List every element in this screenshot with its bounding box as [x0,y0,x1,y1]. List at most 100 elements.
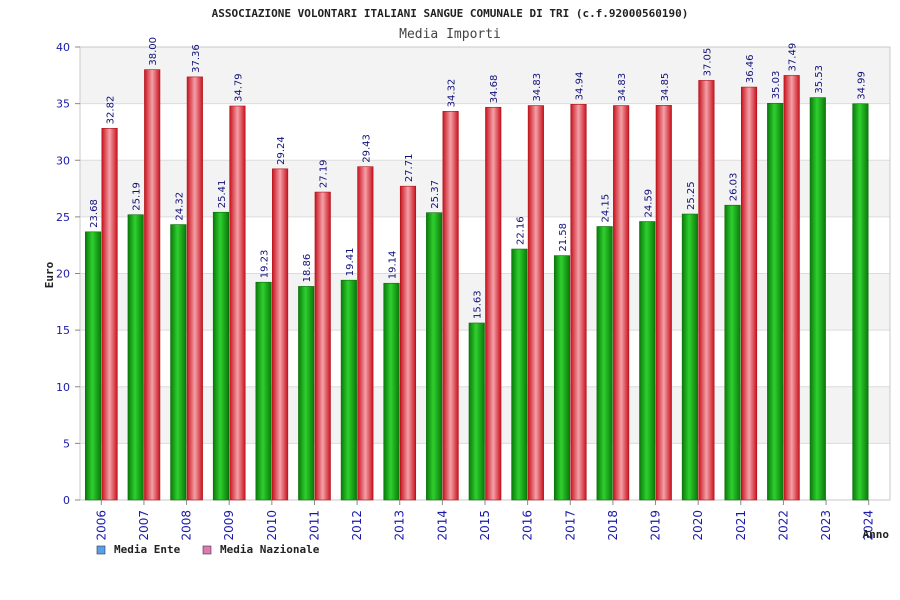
x-tick-label: 2008 [180,510,194,541]
x-tick-label: 2016 [521,510,535,541]
data-label: 26.03 [729,173,740,202]
x-tick-label: 2012 [350,510,364,541]
bar-media-ente [170,224,187,501]
data-label: 29.43 [361,134,372,163]
chart-subtitle: Media Importi [399,27,501,42]
data-label: 19.23 [260,250,271,279]
data-label: 37.05 [702,48,713,77]
data-label: 19.14 [387,251,398,280]
data-label: 25.25 [686,181,697,210]
data-label: 34.85 [660,73,671,102]
x-tick-label: 2011 [307,510,321,541]
legend-swatch-media-nazionale [202,545,212,555]
x-tick-label: 2006 [94,510,108,541]
bar-media-ente [724,204,741,501]
data-label: 18.86 [302,254,313,283]
data-label: 15.63 [473,290,484,319]
bar-media-nazionale [485,106,502,501]
y-tick-label: 25 [56,211,70,224]
data-label: 19.41 [345,248,356,277]
y-tick-label: 10 [56,381,70,394]
data-label: 34.32 [447,79,458,108]
bar-media-nazionale [655,105,672,501]
x-tick-label: 2013 [393,510,407,541]
data-label: 35.03 [771,71,782,100]
bar-media-ente [639,221,656,501]
legend-swatch-media-ente [96,545,106,555]
y-tick-label: 20 [56,268,70,281]
bar-media-nazionale [698,80,715,501]
data-label: 36.46 [745,54,756,83]
x-tick-label: 2017 [563,510,577,541]
data-label: 32.82 [106,96,117,125]
bar-media-nazionale [442,111,459,501]
x-tick-label: 2022 [776,510,790,541]
data-label: 27.19 [319,159,330,188]
x-axis-label: Anno [863,528,890,541]
bar-media-ente [553,255,571,501]
axes [75,46,891,505]
data-label: 24.15 [601,194,612,223]
x-tick-label: 2009 [222,510,236,541]
data-label: 34.94 [575,72,586,101]
bar-media-ente [852,103,869,501]
bar-media-nazionale [144,69,161,501]
y-tick-label: 15 [56,324,70,337]
bar-media-nazionale [783,75,800,501]
data-label: 27.71 [404,154,415,183]
bar-media-ente [468,322,485,501]
data-label: 34.99 [856,71,867,100]
bar-media-nazionale [186,76,203,501]
bar-media-nazionale [101,128,118,501]
bar-media-ente [212,211,230,501]
data-label: 34.79 [233,73,244,102]
y-tick-label: 40 [56,41,70,54]
bar-media-nazionale [314,191,331,501]
legend-label-media-ente: Media Ente [114,543,181,556]
x-tick-labels: 2006 2007 2008 2009 2010 2011 2012 2013 2014 2015… [94,510,875,541]
data-label: 34.83 [617,73,628,102]
bar-media-ente [340,279,357,501]
x-tick-label: 2021 [734,510,748,541]
x-tick-label: 2024 [862,510,876,541]
bar-media-nazionale [357,166,374,501]
bar-media-ente [255,281,272,501]
data-label: 25.41 [217,180,228,209]
y-tick-label: 30 [56,154,70,167]
bar-media-ente [809,97,826,501]
data-label: 25.19 [132,182,143,211]
legend: Media Ente Media Nazionale [96,543,320,556]
bar-media-ente [127,214,144,501]
data-labels: 23.68 32.82 25.19 38.00 24.32 37.36 25.41 34.79… [89,37,867,319]
y-tick-label: 0 [63,494,70,507]
bar-media-nazionale [740,86,758,501]
y-axis-label: Euro [43,261,56,288]
data-label: 25.37 [430,180,441,209]
bar-media-ente [298,286,315,501]
x-tick-label: 2015 [478,510,492,541]
data-label: 37.49 [788,43,799,72]
y-tick-labels: 0 5 10 15 20 25 30 35 40 [56,41,70,507]
data-label: 37.36 [191,44,202,73]
x-tick-label: 2018 [606,510,620,541]
chart-title: ASSOCIAZIONE VOLONTARI ITALIANI SANGUE C… [212,7,689,20]
data-label: 35.53 [814,65,825,94]
x-tick-label: 2010 [265,510,279,541]
bar-media-ente [596,226,613,501]
data-label: 29.24 [276,136,287,165]
x-tick-label: 2007 [137,510,151,541]
bar-media-ente [511,248,528,501]
data-label: 34.68 [489,75,500,104]
data-label: 24.32 [174,192,185,221]
data-label: 34.83 [532,73,543,102]
x-tick-label: 2014 [435,510,449,541]
bar-media-nazionale [399,185,417,501]
x-tick-label: 2019 [649,510,663,541]
bars [85,69,869,501]
legend-label-media-nazionale: Media Nazionale [220,543,320,556]
bar-media-nazionale [527,105,544,501]
bar-media-ente [426,212,443,501]
bar-media-ente [383,282,400,501]
bar-media-nazionale [229,105,246,501]
